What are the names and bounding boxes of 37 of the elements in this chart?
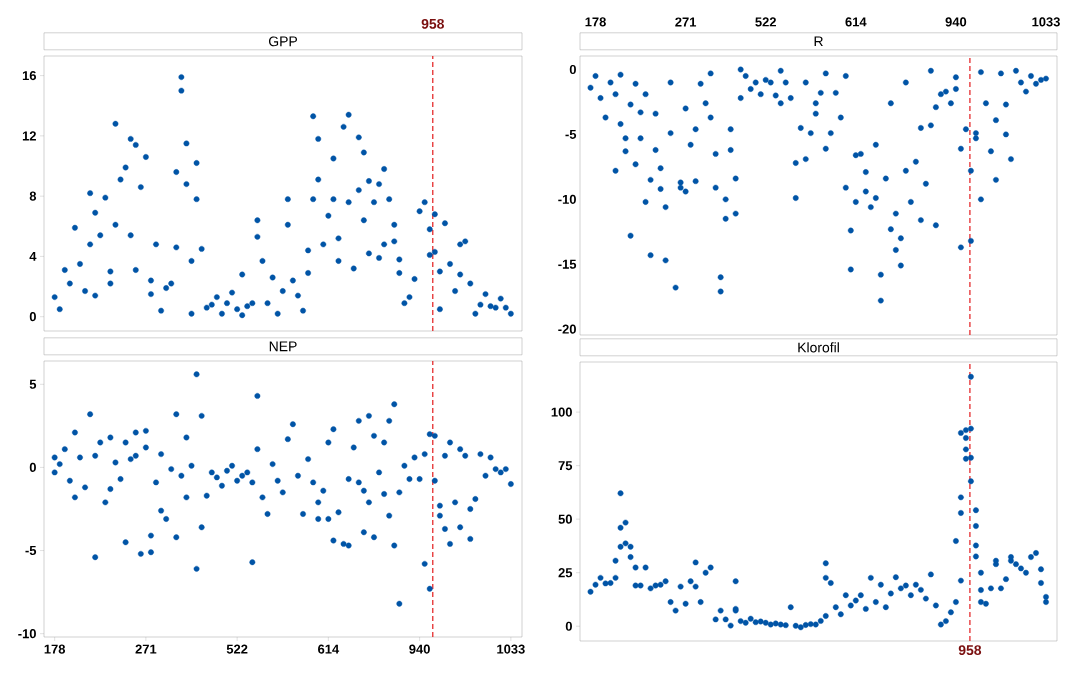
y-tick-label: 5 xyxy=(29,379,37,389)
x-tick-label: 940 xyxy=(409,644,430,654)
y-tick-label: 100 xyxy=(551,407,572,417)
chart-title: GPP xyxy=(268,36,298,47)
y-tick-label: 75 xyxy=(558,461,573,471)
text: 958 xyxy=(421,18,444,29)
text: 958 xyxy=(958,645,982,656)
y-tick-label: 16 xyxy=(22,71,37,81)
x-tick-label: 940 xyxy=(945,17,967,27)
y-tick-label: -5 xyxy=(25,546,37,556)
y-tick-label: 0 xyxy=(565,621,572,631)
x-tick-label: 1033 xyxy=(497,644,525,654)
y-tick-label: 4 xyxy=(29,251,37,261)
x-tick-label: 271 xyxy=(135,644,157,654)
x-tick-label: 1033 xyxy=(1032,17,1060,27)
y-tick-label: 0 xyxy=(29,462,36,472)
y-tick-label: 0 xyxy=(569,64,576,75)
y-tick-label: -10 xyxy=(558,194,576,204)
x-tick-label: 271 xyxy=(675,17,697,27)
y-tick-label: -20 xyxy=(558,324,576,334)
x-tick-label: 178 xyxy=(585,17,606,27)
y-tick-label: -10 xyxy=(18,629,36,639)
y-tick-label: 12 xyxy=(22,131,36,141)
x-tick-label: 178 xyxy=(44,644,66,654)
y-tick-label: 25 xyxy=(558,568,573,578)
x-tick-label: 614 xyxy=(318,644,340,654)
x-tick-label: 614 xyxy=(845,17,867,27)
y-tick-label: -15 xyxy=(558,259,577,269)
x-tick-label: 522 xyxy=(755,17,776,27)
y-tick-label: 8 xyxy=(29,191,37,201)
y-tick-label: 0 xyxy=(29,312,36,322)
chart-title: R xyxy=(814,36,823,47)
y-tick-label: 50 xyxy=(558,514,572,524)
y-tick-label: -5 xyxy=(565,129,577,139)
x-tick-label: 522 xyxy=(226,644,248,654)
chart-title: NEP xyxy=(269,341,297,352)
chart-title: Klorofil xyxy=(798,342,839,353)
